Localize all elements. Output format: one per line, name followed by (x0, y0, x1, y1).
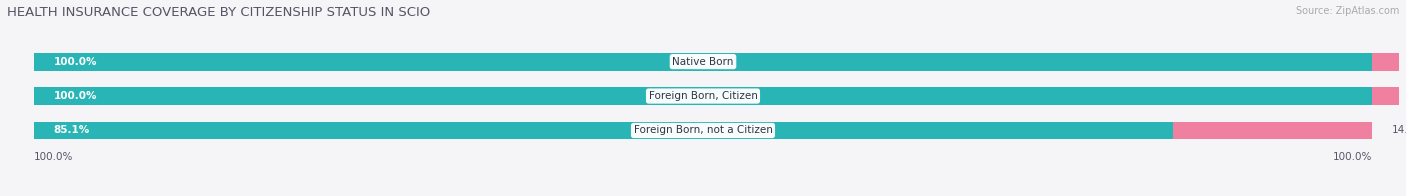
Bar (34, 87, 1372, 105)
Text: Native Born: Native Born (672, 57, 734, 67)
Text: 100.0%: 100.0% (53, 57, 97, 67)
Text: 100.0%: 100.0% (53, 91, 97, 101)
Text: 100.0%: 100.0% (34, 152, 73, 162)
Text: HEALTH INSURANCE COVERAGE BY CITIZENSHIP STATUS IN SCIO: HEALTH INSURANCE COVERAGE BY CITIZENSHIP… (7, 6, 430, 19)
Text: 85.1%: 85.1% (53, 125, 90, 135)
Text: Foreign Born, Citizen: Foreign Born, Citizen (648, 91, 758, 101)
Text: 100.0%: 100.0% (1333, 152, 1372, 162)
Bar (1372, 87, 1406, 105)
Bar (1173, 122, 1372, 139)
Bar (34, 122, 1372, 139)
Bar (34, 87, 1372, 105)
Bar (1372, 53, 1406, 71)
Bar (34, 53, 1372, 71)
Bar (34, 122, 1173, 139)
Bar (34, 53, 1372, 71)
Text: 14.9%: 14.9% (1392, 125, 1406, 135)
Text: Foreign Born, not a Citizen: Foreign Born, not a Citizen (634, 125, 772, 135)
Text: Source: ZipAtlas.com: Source: ZipAtlas.com (1295, 6, 1399, 16)
